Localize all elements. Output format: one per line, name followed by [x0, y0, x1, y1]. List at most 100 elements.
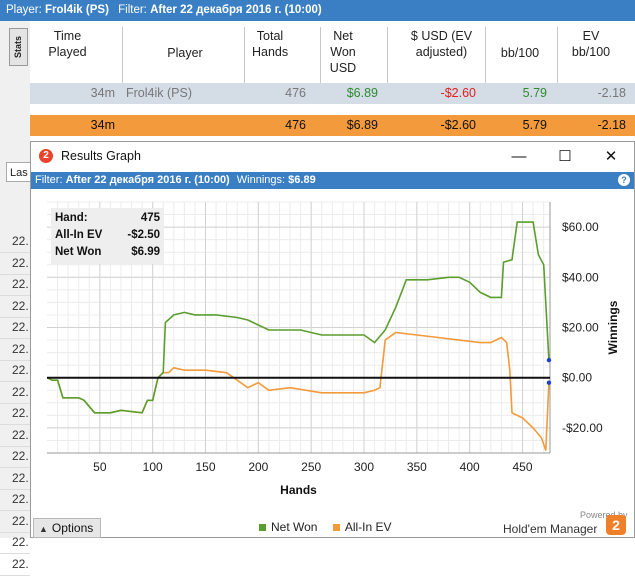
series-end-marker: [546, 380, 552, 385]
row-divider: [0, 359, 30, 361]
col-total-hands[interactable]: Total Hands: [252, 29, 289, 59]
session-row-label[interactable]: 22.: [12, 363, 29, 377]
summary-netwon-label: Net Won: [55, 246, 102, 258]
cell-ev-adjusted: -$2.60: [440, 86, 476, 100]
x-tick-label: 250: [301, 460, 321, 474]
row-divider: [0, 402, 30, 404]
col-net-won-usd[interactable]: Net Won USD: [329, 29, 357, 75]
session-row-label[interactable]: 22.: [12, 427, 29, 442]
session-row-label[interactable]: 22.: [12, 384, 29, 399]
x-tick-label: 50: [93, 460, 107, 474]
row-divider: [0, 252, 30, 253]
col-player[interactable]: Player: [167, 46, 203, 60]
summary-allin-label: All-In EV: [55, 229, 103, 241]
row-divider: [0, 381, 30, 382]
row-divider: [0, 510, 30, 511]
series-line-all-in-ev: [46, 331, 550, 451]
row-divider: [0, 273, 30, 275]
cell-hands: 476: [285, 86, 306, 100]
date-range-dropdown[interactable]: Las: [6, 162, 32, 182]
summary-allin-row: All-In EV -$2.50: [55, 229, 160, 245]
col-ev-adjusted[interactable]: $ USD (EV adjusted): [410, 29, 473, 59]
row-divider: [0, 316, 30, 318]
help-icon[interactable]: ?: [618, 174, 630, 186]
session-row-label[interactable]: 22.: [12, 556, 29, 571]
x-tick-label: 300: [354, 460, 374, 474]
session-row-label[interactable]: 22.: [12, 320, 29, 334]
close-icon[interactable]: ✕: [604, 148, 618, 165]
session-row-label[interactable]: 22.: [12, 513, 29, 528]
column-separator: [320, 27, 321, 95]
legend-swatch: [259, 524, 266, 532]
player-value: Frol4ik (PS): [45, 4, 109, 16]
options-button[interactable]: ▲ Options: [33, 518, 101, 538]
row-divider: [0, 574, 30, 576]
x-tick-label: 200: [248, 460, 268, 474]
session-row-label[interactable]: 22.: [12, 341, 29, 356]
cell-time: 34m: [90, 86, 115, 100]
legend-item-allin-ev[interactable]: All-In EV: [332, 520, 392, 534]
winnings-value: $6.89: [288, 174, 316, 186]
summary-hand-label: Hand:: [55, 212, 88, 224]
stats-table: Time Played Player Total Hands Net Won U…: [30, 21, 635, 141]
cell-ev-bb100: -2.18: [597, 86, 627, 100]
table-total-row: 34m 476 $6.89 -$2.60 5.79 -2.18: [30, 115, 635, 136]
session-row-label[interactable]: 22.: [12, 255, 29, 270]
x-tick-label: 450: [513, 460, 533, 474]
cell-bb100: 5.79: [522, 86, 547, 100]
legend-item-net-won[interactable]: Net Won: [259, 520, 317, 534]
session-row-label[interactable]: 22.: [12, 470, 29, 485]
x-tick-label: 400: [460, 460, 480, 474]
chevron-up-icon: ▲: [39, 524, 48, 534]
session-row-label[interactable]: 22.: [12, 449, 29, 463]
minimize-icon[interactable]: —: [511, 148, 527, 165]
cell-ev-bb100: -2.18: [597, 118, 627, 132]
col-ev-bb100[interactable]: EV bb/100: [571, 29, 611, 59]
filter-value: After 22 декабря 2016 г. (10:00): [65, 174, 230, 186]
session-row-label[interactable]: 22.: [12, 298, 29, 313]
row-divider: [0, 445, 30, 447]
column-separator: [485, 27, 486, 95]
session-row-label[interactable]: 22.: [12, 234, 29, 248]
row-divider: [0, 295, 30, 296]
holdem-manager-logo: 2: [606, 515, 626, 535]
winnings-label: Winnings:: [236, 174, 286, 186]
x-tick-label: 150: [195, 460, 215, 474]
y-axis-label: Winnings: [606, 300, 620, 354]
player-label: Player:: [6, 4, 42, 16]
stats-filter-bar: Player: Frol4ik (PS) Filter: After 22 де…: [0, 0, 635, 21]
session-row-label[interactable]: 22.: [12, 535, 29, 549]
summary-hand-row: Hand: 475: [55, 212, 160, 228]
y-tick-label: $40.00: [562, 270, 599, 284]
session-row-label[interactable]: 22.: [12, 406, 29, 420]
y-tick-label: $0.00: [562, 371, 592, 385]
cell-net-won: $6.89: [346, 118, 378, 132]
y-tick-label: $60.00: [562, 220, 599, 234]
results-graph[interactable]: 50 100 150 200 250 300 350 400 450 -$20.00 $0.00 $2…: [31, 189, 634, 519]
row-divider: [0, 424, 30, 425]
col-bb100[interactable]: bb/100: [500, 46, 540, 60]
row-divider: [0, 553, 30, 554]
x-tick-label: 100: [143, 460, 163, 474]
col-time-played[interactable]: Time Played: [48, 29, 87, 59]
stats-side-tab[interactable]: Stats: [9, 28, 28, 66]
cell-net-won: $6.89: [346, 86, 378, 100]
table-row[interactable]: 34m Frol4ik (PS) 476 $6.89 -$2.60 5.79 -…: [30, 83, 635, 104]
session-row-label[interactable]: 22.: [12, 277, 29, 291]
brand-name: Hold'em Manager: [503, 522, 598, 536]
session-row-label[interactable]: 22.: [12, 492, 29, 506]
filter-value: After 22 декабря 2016 г. (10:00): [150, 4, 322, 16]
y-tick-label: -$20.00: [562, 421, 603, 435]
cell-player: Frol4ik (PS): [126, 86, 192, 100]
hand-summary-box: Hand: 475 All-In EV -$2.50 Net Won $6.99: [51, 208, 164, 264]
row-divider: [0, 488, 30, 490]
summary-allin-value: -$2.50: [127, 229, 160, 241]
column-separator: [244, 27, 245, 95]
window-titlebar[interactable]: 2 Results Graph — ☐ ✕: [31, 142, 634, 172]
chart-legend: Net Won All-In EV: [259, 520, 404, 534]
series-line-net-won: [46, 221, 550, 414]
maximize-icon[interactable]: ☐: [558, 148, 572, 165]
y-tick-label: $20.00: [562, 321, 599, 335]
summary-netwon-row: Net Won $6.99: [55, 246, 160, 262]
cell-time: 34m: [90, 118, 115, 132]
